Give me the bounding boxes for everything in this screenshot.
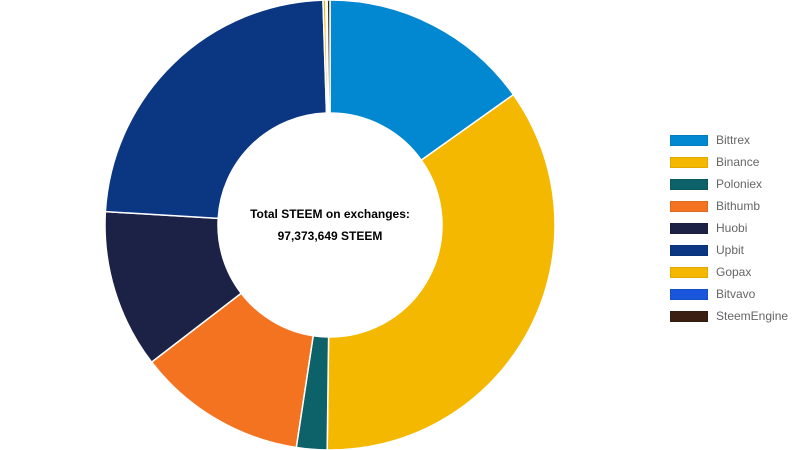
chart-legend: Bittrex Binance Poloniex Bithumb Huobi Upbit G…: [670, 129, 788, 327]
center-title: Total STEEM on exchanges:: [250, 207, 410, 221]
legend-swatch: [670, 222, 708, 234]
legend-swatch: [670, 156, 708, 168]
legend-item-bitvavo[interactable]: Bitvavo: [670, 283, 788, 305]
legend-swatch: [670, 266, 708, 278]
legend-swatch: [670, 310, 708, 322]
legend-label: Bitvavo: [716, 287, 756, 301]
legend-label: Huobi: [716, 221, 748, 235]
legend-label: Gopax: [716, 265, 752, 279]
legend-item-poloniex[interactable]: Poloniex: [670, 173, 788, 195]
legend-item-upbit[interactable]: Upbit: [670, 239, 788, 261]
legend-item-binance[interactable]: Binance: [670, 151, 788, 173]
slice-binance[interactable]: [326, 93, 556, 450]
legend-swatch: [670, 288, 708, 300]
slice-steemengine[interactable]: [326, 0, 331, 114]
legend-swatch: [670, 178, 708, 190]
legend-label: Bithumb: [716, 199, 761, 213]
legend-item-bithumb[interactable]: Bithumb: [670, 195, 788, 217]
legend-label: Upbit: [716, 243, 745, 257]
legend-item-bittrex[interactable]: Bittrex: [670, 129, 788, 151]
legend-label: Poloniex: [716, 177, 763, 191]
slice-upbit[interactable]: [104, 0, 328, 220]
legend-item-gopax[interactable]: Gopax: [670, 261, 788, 283]
legend-label: Binance: [716, 155, 760, 169]
legend-label: Bittrex: [716, 133, 751, 147]
legend-swatch: [670, 134, 708, 146]
legend-swatch: [670, 200, 708, 212]
center-total-value: 97,373,649 STEEM: [277, 229, 383, 243]
legend-swatch: [670, 244, 708, 256]
slice-bittrex[interactable]: [329, 0, 515, 162]
legend-label: SteemEngine: [716, 309, 789, 323]
legend-item-huobi[interactable]: Huobi: [670, 217, 788, 239]
legend-item-steemengine[interactable]: SteemEngine: [670, 305, 788, 327]
